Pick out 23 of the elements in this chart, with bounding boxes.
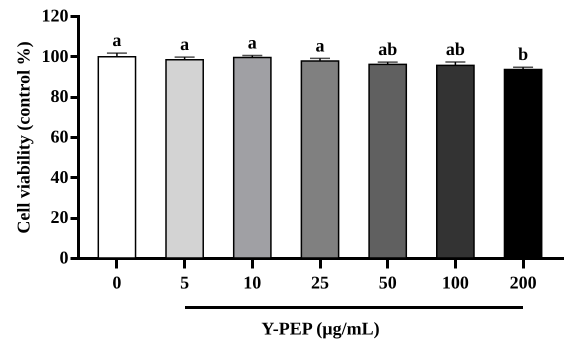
- y-tick-label: 20: [50, 207, 68, 228]
- annotation: a: [112, 30, 122, 50]
- x-tick-label: 5: [180, 272, 190, 292]
- y-tick-label: 40: [50, 166, 68, 187]
- y-tick-label: 80: [50, 86, 68, 106]
- y-axis-title: Cell viability (control %): [14, 41, 34, 234]
- x-tick-label: 25: [311, 272, 329, 292]
- annotation: b: [518, 44, 528, 64]
- x-tick-label: 0: [112, 272, 122, 292]
- x-tick-label: 10: [243, 272, 262, 292]
- annotation: ab: [446, 38, 465, 59]
- y-tick-label: 120: [42, 6, 68, 26]
- y-tick-label: 0: [60, 248, 68, 268]
- x-tick-label: 200: [510, 272, 537, 292]
- y-tick-label: 100: [42, 46, 68, 66]
- annotation: ab: [378, 39, 398, 60]
- annotation: a: [180, 34, 190, 54]
- annotation: a: [316, 35, 324, 56]
- x-axis-title: Y-PEP (µg/mL): [261, 318, 380, 338]
- x-tick-label: 100: [442, 272, 469, 292]
- x-tick-label: 50: [378, 272, 397, 292]
- annotation: a: [248, 32, 257, 53]
- y-tick-label: 60: [50, 126, 68, 146]
